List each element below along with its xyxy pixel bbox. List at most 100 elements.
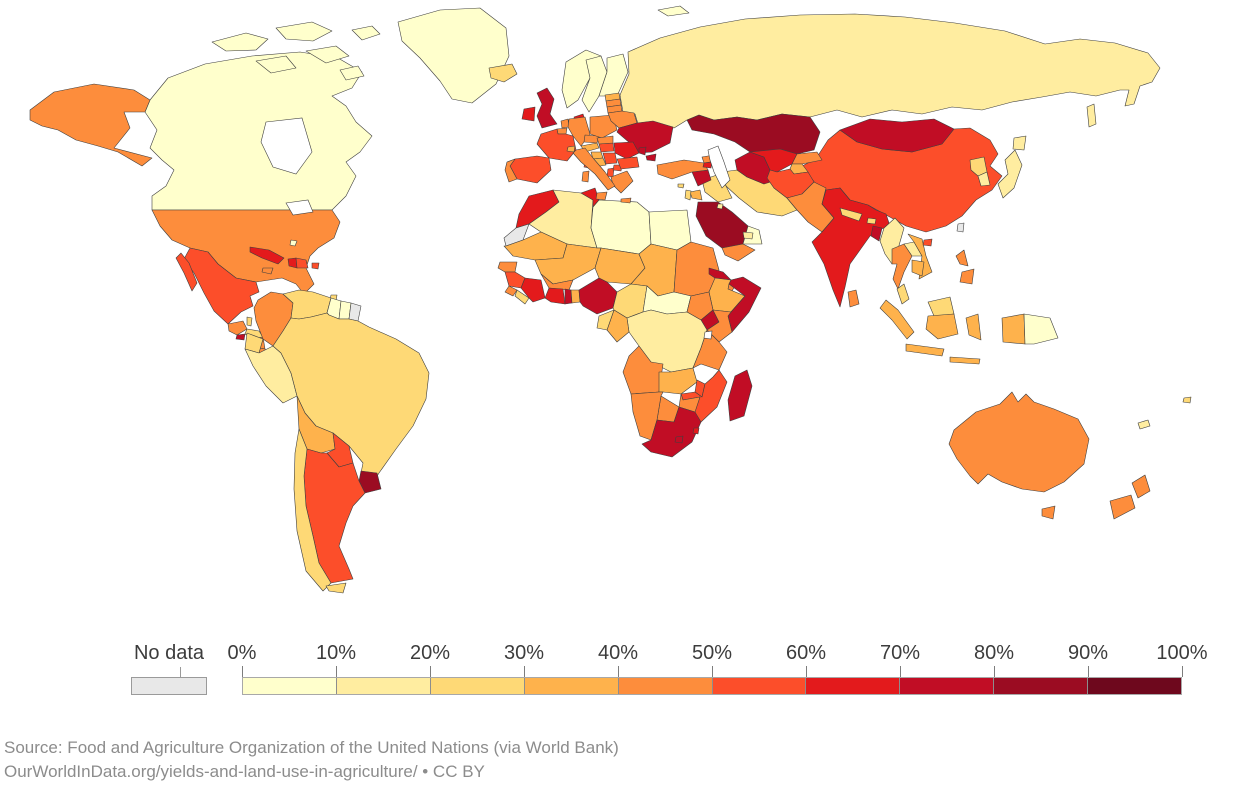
- country-libya[interactable]: Libya: 0-10%: [590, 199, 652, 255]
- country-kuwait[interactable]: Kuwait: 10-20%: [716, 203, 724, 210]
- country-switzerland[interactable]: Switzerland: 30-40%: [566, 145, 576, 153]
- country-sri_lanka[interactable]: Sri Lanka: 40-50%: [847, 289, 860, 308]
- country-cyprus[interactable]: Cyprus: 20-30%: [677, 183, 685, 189]
- country-portugal[interactable]: Portugal: 40-50%: [504, 158, 518, 183]
- country-japan[interactable]: Japan: 10-20%: [1012, 135, 1027, 151]
- country-taiwan[interactable]: Taiwan: No data: [956, 222, 965, 233]
- country-ireland[interactable]: Ireland: 60-70%: [521, 106, 536, 122]
- country-eswatini[interactable]: Eswatini: 60-70%: [692, 427, 700, 435]
- country-bhutan[interactable]: Bhutan: 20-30%: [866, 217, 877, 225]
- country-yemen[interactable]: Yemen: 40-50%: [721, 243, 756, 262]
- country-fiji[interactable]: Fiji: 20-30%: [1182, 396, 1192, 404]
- country-cambodia[interactable]: Cambodia: 30-40%: [911, 259, 925, 277]
- country-indonesia[interactable]: Indonesia: 30-40%: [965, 313, 982, 341]
- country-guatemala[interactable]: Guatemala: 40-50%: [227, 320, 248, 336]
- country-greece[interactable]: Greece: 40-50%: [620, 197, 632, 204]
- country-malaysia[interactable]: Malaysia: 20-30%: [896, 283, 910, 305]
- country-kyrgyzstan[interactable]: Kyrgyzstan: 40-50%: [791, 151, 823, 165]
- country-uzbekistan[interactable]: Uzbekistan: 60-70%: [749, 148, 798, 173]
- license-line[interactable]: OurWorldInData.org/yields-and-land-use-i…: [4, 762, 485, 781]
- country-new_zealand[interactable]: New Zealand: 40-50%: [1131, 474, 1151, 499]
- country-greece[interactable]: Greece: 40-50%: [610, 170, 634, 194]
- country-gabon[interactable]: Gabon: 20-30%: [596, 309, 615, 331]
- legend-swatch-60-70%[interactable]: [806, 678, 901, 694]
- country-mexico[interactable]: Mexico: 50-60%: [183, 247, 260, 325]
- country-israel[interactable]: Israel: 20-30%: [684, 189, 692, 201]
- country-south_africa[interactable]: South Africa: 70-80%: [641, 406, 702, 458]
- country-hungary[interactable]: Hungary: 50-60%: [598, 142, 615, 153]
- country-united_states[interactable]: United States: 40-50%: [29, 83, 153, 167]
- legend-swatch-80-90%[interactable]: [994, 678, 1089, 694]
- country-japan[interactable]: Japan: 10-20%: [997, 149, 1023, 199]
- legend-swatch-0-10%[interactable]: [243, 678, 337, 694]
- country-italy[interactable]: Italy: 40-50%: [572, 147, 616, 191]
- legend-swatch-70-80%[interactable]: [900, 678, 995, 694]
- legend-swatch-30-40%[interactable]: [524, 678, 619, 694]
- country-hainan[interactable]: Hainan (China): 50-60%: [922, 238, 933, 247]
- country-greenland[interactable]: Greenland: 0-10%: [397, 7, 510, 104]
- country-armenia[interactable]: Armenia: 60-70%: [702, 161, 713, 169]
- country-cote_divoire[interactable]: Cote d'Ivoire: 60-70%: [520, 277, 546, 303]
- country-benin[interactable]: Benin: 30-40%: [570, 289, 581, 304]
- country-bahamas[interactable]: Bahamas: 0-10%: [289, 239, 298, 247]
- country-indonesia[interactable]: Indonesia: 30-40%: [905, 343, 945, 357]
- country-senegal[interactable]: Senegal: 40-50%: [497, 261, 518, 273]
- country-mongolia[interactable]: Mongolia: 70-80%: [839, 118, 955, 153]
- country-puerto_rico[interactable]: Puerto Rico: 50-60%: [311, 262, 320, 270]
- country-madagascar[interactable]: Madagascar: 70-80%: [727, 369, 753, 422]
- country-kenya[interactable]: Kenya: 40-50%: [706, 309, 733, 343]
- country-iceland[interactable]: Iceland: 20-30%: [488, 63, 518, 83]
- legend-swatch-40-50%[interactable]: [618, 678, 713, 694]
- country-ghana[interactable]: Ghana: 60-70%: [544, 287, 566, 305]
- country-dominican_republic[interactable]: Dominican Republic: 50-60%: [295, 257, 309, 269]
- country-jamaica[interactable]: Jamaica: 40-50%: [261, 267, 274, 275]
- country-new_zealand[interactable]: New Zealand: 40-50%: [1109, 494, 1136, 520]
- country-tasmania[interactable]: Tasmania (Australia): 40-50%: [1041, 505, 1056, 520]
- country-france[interactable]: France: 50-60%: [536, 128, 577, 162]
- country-egypt[interactable]: Egypt: 0-10%: [648, 209, 692, 251]
- country-canada[interactable]: Canada: 0-10%: [275, 21, 333, 42]
- country-belgium[interactable]: Belgium: 40-50%: [556, 127, 568, 135]
- country-russia[interactable]: Russia: 10-20%: [1086, 103, 1097, 128]
- country-sierra_leone[interactable]: Sierra Leone: 40-50%: [504, 285, 518, 297]
- country-indonesia[interactable]: Indonesia: 30-40%: [949, 356, 981, 365]
- country-new_caledonia[interactable]: New Caledonia: 10-20%: [1137, 419, 1151, 430]
- country-russia[interactable]: Russia: 10-20%: [619, 13, 1161, 129]
- country-canada[interactable]: Canada: 0-10%: [305, 45, 350, 64]
- country-india[interactable]: India: 60-70%: [811, 187, 891, 308]
- legend-swatch-20-30%[interactable]: [430, 678, 525, 694]
- country-indonesia[interactable]: Indonesia: 30-40%: [1001, 313, 1026, 345]
- country-serbia[interactable]: Serbia: 50-60%: [602, 152, 618, 165]
- country-united_kingdom[interactable]: United Kingdom: 70-80%: [536, 87, 558, 129]
- no-data-swatch[interactable]: [131, 677, 207, 695]
- country-belize[interactable]: Belize: 20-30%: [246, 316, 253, 327]
- country-el_salvador[interactable]: El Salvador: 70-80%: [235, 333, 246, 341]
- country-zimbabwe[interactable]: Zimbabwe: 40-50%: [678, 393, 701, 413]
- legend-swatch-10-20%[interactable]: [336, 678, 431, 694]
- country-liberia[interactable]: Liberia: 20-30%: [514, 289, 530, 305]
- country-canada[interactable]: Canada: 0-10%: [351, 25, 381, 41]
- country-romania[interactable]: Romania: 60-70%: [613, 141, 640, 160]
- legend-swatch-90-100%[interactable]: [1088, 678, 1182, 694]
- country-bangladesh[interactable]: Bangladesh: 70-80%: [870, 225, 883, 242]
- country-vietnam[interactable]: Vietnam: 30-40%: [907, 233, 933, 280]
- country-cuba[interactable]: Cuba: 60-70%: [249, 246, 285, 265]
- country-ukraine[interactable]: Ukraine: 70-80%: [616, 120, 674, 154]
- country-ukraine[interactable]: Ukraine: 70-80%: [645, 153, 657, 162]
- country-norway[interactable]: Norway: 0-10%: [657, 5, 690, 17]
- country-canada[interactable]: Canada: 0-10%: [144, 51, 373, 211]
- country-kazakhstan[interactable]: Kazakhstan: 80-90%: [686, 113, 821, 158]
- country-turkey[interactable]: Turkey: 40-50%: [656, 159, 709, 180]
- country-jordan[interactable]: Jordan: 30-40%: [689, 189, 703, 201]
- country-canada[interactable]: Canada: 0-10%: [211, 32, 269, 52]
- country-united_arab_emirates[interactable]: United Arab Emirates: 10-20%: [742, 231, 754, 240]
- country-slovakia[interactable]: Slovakia: 40-50%: [596, 135, 614, 145]
- country-chile[interactable]: Chile: 20-30%: [293, 428, 332, 592]
- country-indonesia[interactable]: Indonesia: 30-40%: [879, 299, 915, 340]
- country-lesotho[interactable]: Lesotho: 70-80%: [674, 435, 684, 444]
- country-malaysia[interactable]: Malaysia: 20-30%: [927, 296, 955, 317]
- country-nepal[interactable]: Nepal: 20-30%: [839, 207, 863, 222]
- country-australia[interactable]: Australia: 40-50%: [948, 391, 1090, 493]
- country-burkina_faso[interactable]: Burkina Faso: 40-50%: [540, 273, 574, 291]
- legend-swatch-50-60%[interactable]: [712, 678, 807, 694]
